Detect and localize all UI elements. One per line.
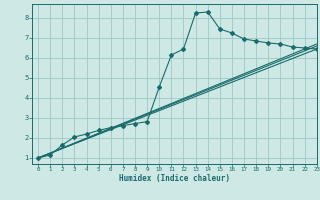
X-axis label: Humidex (Indice chaleur): Humidex (Indice chaleur) <box>119 174 230 183</box>
